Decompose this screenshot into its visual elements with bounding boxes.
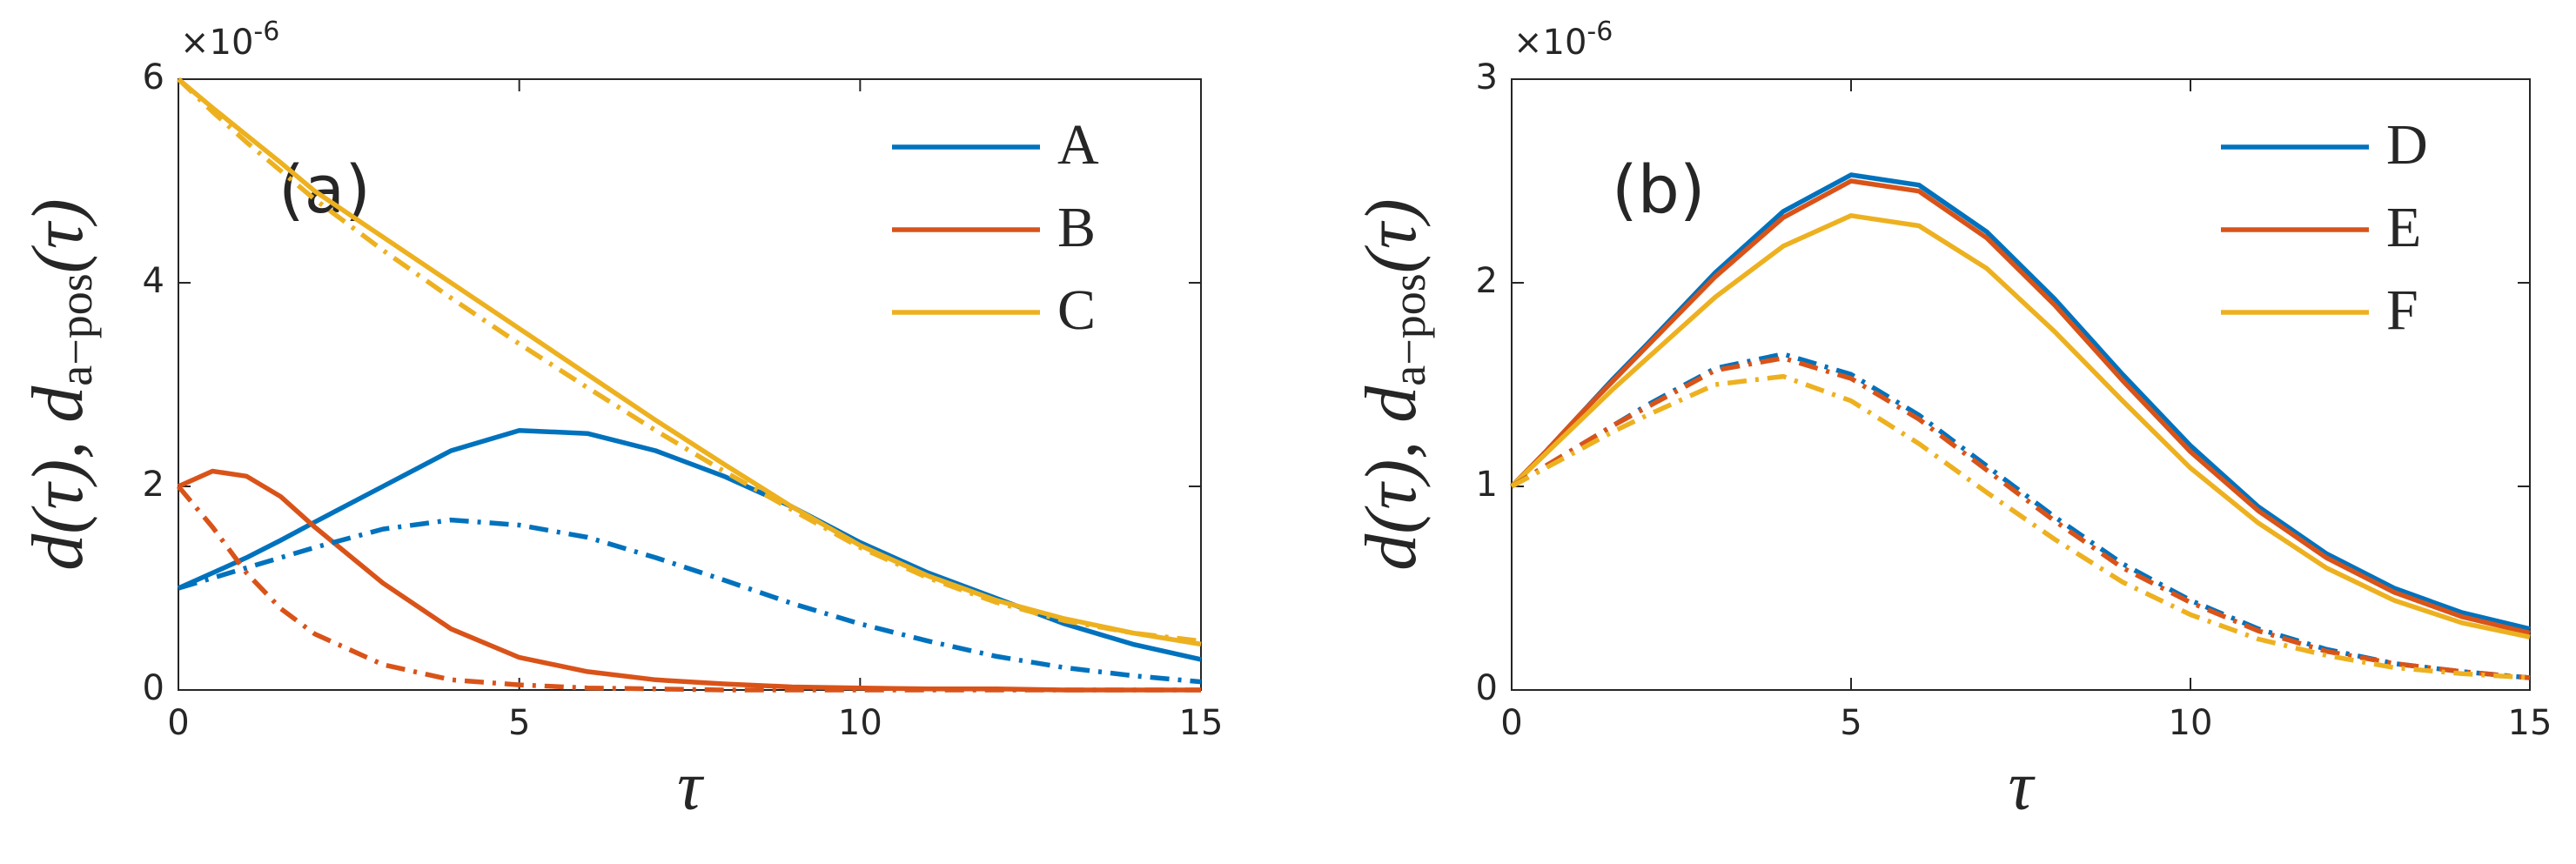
y-axis-label-sub: a−pos	[1383, 273, 1435, 385]
y-multiplier: ×10-6	[180, 17, 279, 64]
y-multiplier-exp: -6	[253, 17, 279, 47]
series-line	[177, 77, 1202, 644]
y-tick-label: 2	[1476, 261, 1498, 301]
series-line	[177, 468, 1201, 693]
x-tick-label: 15	[1179, 703, 1224, 743]
x-tick-label: 15	[2508, 703, 2553, 743]
plot-area	[1510, 172, 2531, 680]
series-line	[1510, 213, 2531, 640]
y-multiplier: ×10-6	[1513, 17, 1613, 64]
x-tick-label: 0	[1500, 703, 1522, 743]
y-multiplier-exp: -6	[1587, 17, 1613, 47]
series-line	[1510, 178, 2531, 636]
y-tick-label: 0	[1476, 668, 1498, 708]
y-tick-label: 6	[143, 57, 164, 97]
y-multiplier-base: ×10	[180, 23, 253, 63]
y-axis-label: d(τ), da−pos(τ)	[17, 198, 102, 570]
legend-label: E	[2386, 196, 2421, 259]
legend-label: D	[2386, 113, 2428, 177]
series-line	[176, 485, 1201, 693]
legend-label: A	[1057, 113, 1099, 177]
series-line	[1510, 172, 2531, 632]
y-tick-label: 4	[143, 261, 164, 301]
series-line	[178, 517, 1202, 685]
y-multiplier-base: ×10	[1513, 23, 1587, 63]
x-tick-label: 10	[838, 703, 882, 743]
axes-box	[1511, 78, 2531, 691]
x-tick-label: 10	[2169, 703, 2213, 743]
series-line	[177, 77, 1202, 647]
y-axis-label-end: (τ)	[17, 198, 98, 273]
x-tick-label: 5	[1840, 703, 1862, 743]
y-tick-label: 3	[1476, 57, 1498, 97]
series-line	[1510, 352, 2531, 680]
x-tick-label: 0	[167, 703, 189, 743]
x-axis-label: τ	[677, 747, 705, 824]
legend-label: C	[1057, 278, 1096, 342]
y-axis-label-main: d(τ), d	[17, 385, 98, 571]
legend-label: F	[2386, 278, 2418, 342]
x-tick-label: 5	[508, 703, 530, 743]
panel-label: (a)	[278, 151, 371, 228]
axes-box	[178, 78, 1202, 691]
plot-area	[176, 77, 1202, 693]
x-axis-label: τ	[2009, 747, 2036, 824]
panel-label: (b)	[1612, 151, 1706, 228]
series-line	[177, 427, 1202, 662]
y-axis-label-main: d(τ), d	[1351, 385, 1432, 571]
y-tick-label: 1	[1476, 465, 1498, 505]
series-line	[1510, 355, 2531, 680]
y-tick-label: 2	[143, 465, 164, 505]
y-tick-label: 0	[143, 668, 164, 708]
legend-label: B	[1057, 196, 1096, 259]
y-axis-label-sub: a−pos	[50, 273, 102, 385]
y-axis-label-end: (τ)	[1351, 198, 1432, 273]
y-axis-label: d(τ), da−pos(τ)	[1351, 198, 1435, 570]
series-line	[1510, 373, 2531, 680]
